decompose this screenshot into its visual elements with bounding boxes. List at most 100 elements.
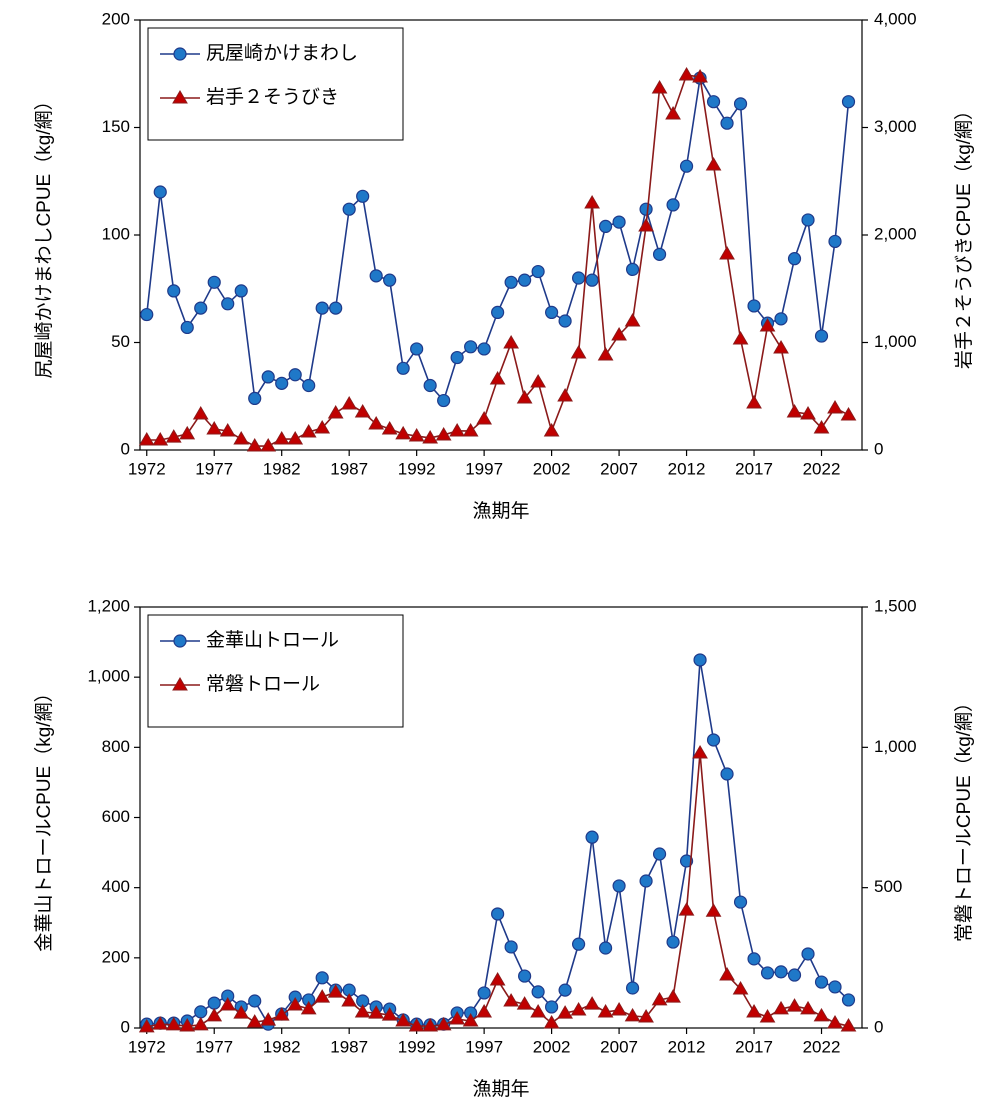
marker — [759, 1009, 776, 1023]
chart: 0 200 400 600 800 1,000 1,200 0 500 1,000 1,500 197… — [33, 596, 975, 1100]
marker — [719, 246, 735, 260]
marker — [666, 935, 680, 949]
marker — [287, 431, 304, 445]
marker — [570, 1002, 587, 1016]
marker — [624, 313, 641, 327]
marker — [140, 307, 154, 322]
x-tick-label: 2017 — [735, 1037, 773, 1056]
marker — [638, 1009, 654, 1023]
marker — [719, 966, 735, 981]
x-tick-label: 1992 — [398, 459, 436, 478]
marker — [813, 419, 830, 434]
chart: 0 50 100 150 200 0 1,000 2,000 3,000 4,000 1972 197… — [33, 9, 975, 522]
marker — [314, 419, 331, 434]
marker — [327, 405, 344, 419]
y2-tick-label: 3,000 — [874, 117, 917, 136]
marker — [381, 421, 398, 435]
x-tick-label: 2007 — [600, 1037, 638, 1056]
marker — [302, 378, 316, 393]
marker — [422, 1018, 439, 1032]
y2-tick-label: 1,000 — [874, 332, 917, 351]
marker — [395, 1012, 412, 1027]
marker — [531, 264, 545, 279]
marker — [354, 1004, 371, 1018]
marker — [491, 305, 505, 319]
marker — [504, 940, 518, 954]
marker — [300, 1000, 317, 1015]
marker — [462, 1012, 479, 1027]
marker — [665, 105, 681, 120]
marker — [234, 284, 248, 298]
marker — [611, 1002, 627, 1016]
marker — [639, 874, 653, 888]
x-axis-label: 漁期年 — [472, 1078, 529, 1100]
y-tick-label: 200 — [102, 947, 130, 966]
x-tick-label: 1987 — [330, 1037, 368, 1056]
marker — [612, 879, 626, 893]
marker — [476, 411, 493, 425]
x-tick-label: 2012 — [668, 459, 706, 478]
marker — [584, 996, 600, 1010]
marker — [841, 95, 856, 109]
marker — [192, 405, 209, 420]
marker — [786, 404, 803, 418]
legend-label: 金華山トロール — [206, 629, 339, 651]
marker — [260, 1012, 277, 1026]
marker — [531, 985, 545, 999]
x-tick-label: 2022 — [803, 1037, 841, 1056]
marker — [624, 1007, 641, 1022]
y-tick-label: 0 — [121, 439, 130, 458]
marker — [315, 301, 329, 315]
marker — [679, 854, 694, 868]
y-tick-label: 150 — [102, 117, 130, 136]
marker — [408, 428, 425, 442]
marker — [747, 299, 761, 313]
marker — [543, 1014, 560, 1029]
y2-axis-label: 常磐トロールCPUE（kg/網） — [953, 693, 975, 942]
marker — [314, 989, 331, 1003]
marker — [368, 1005, 385, 1019]
marker — [705, 157, 722, 171]
marker — [275, 376, 289, 390]
marker — [194, 301, 208, 315]
marker — [639, 202, 653, 216]
marker — [652, 247, 667, 261]
marker — [165, 429, 182, 443]
marker — [315, 971, 329, 985]
marker — [706, 95, 721, 109]
marker — [611, 326, 627, 341]
marker — [342, 202, 356, 216]
y-tick-label: 1,000 — [87, 667, 130, 686]
y-tick-label: 50 — [111, 332, 130, 351]
marker — [516, 996, 533, 1010]
marker — [598, 219, 613, 233]
marker — [651, 991, 668, 1006]
marker — [167, 284, 181, 298]
marker — [341, 395, 358, 410]
marker — [652, 847, 667, 861]
marker — [787, 252, 802, 266]
marker — [233, 1005, 250, 1019]
marker — [206, 421, 223, 435]
marker — [423, 378, 437, 393]
marker — [558, 983, 572, 997]
marker — [598, 941, 613, 955]
marker — [774, 312, 788, 326]
marker — [801, 213, 815, 227]
marker — [827, 399, 843, 414]
marker — [341, 993, 358, 1007]
marker — [665, 989, 681, 1003]
marker — [395, 425, 412, 440]
marker — [180, 320, 194, 335]
marker — [800, 405, 816, 420]
marker — [732, 980, 749, 995]
marker — [503, 335, 519, 349]
marker — [746, 1004, 762, 1018]
marker — [840, 406, 857, 421]
x-tick-label: 1992 — [398, 1037, 436, 1056]
marker — [720, 116, 734, 130]
marker — [693, 653, 707, 667]
y-tick-label: 400 — [102, 877, 130, 896]
marker — [759, 318, 776, 332]
marker — [408, 1018, 425, 1032]
